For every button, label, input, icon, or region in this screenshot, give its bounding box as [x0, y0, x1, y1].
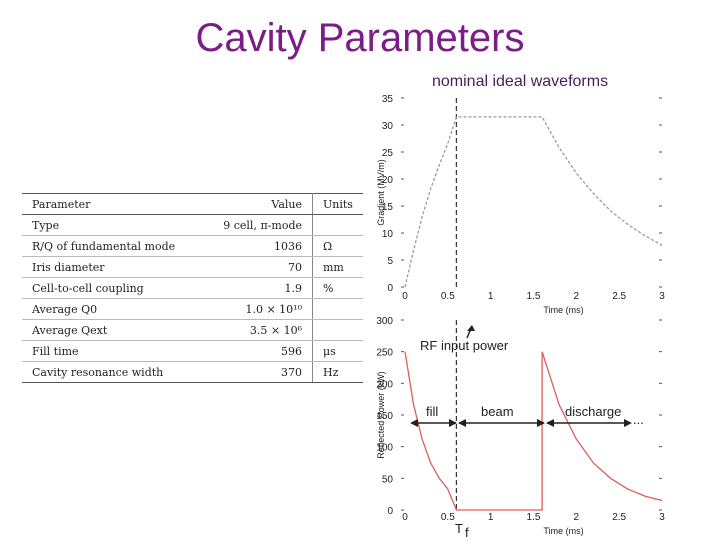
- cell-value: 1036: [212, 235, 313, 257]
- gradient-chart: 0 5 10 15 20 25 30 35 0 0.5 1 1.5 2 2.5 3 Time (ms) Grad…: [376, 94, 665, 315]
- reflected-power-xtick-label: 2.5: [612, 512, 626, 523]
- gradient-ytick-label: 0: [387, 283, 393, 294]
- cell-value: 1.9: [212, 277, 313, 299]
- gradient-xtick-label: 1.5: [527, 291, 541, 302]
- gradient-ytick-label: 20: [382, 175, 394, 186]
- cavity-parameters-table: Parameter Value Units Type 9 cell, π-mode…: [22, 193, 363, 383]
- reflected-power-xtick-label: 2: [574, 512, 580, 523]
- ellipsis-label: ...: [633, 412, 644, 427]
- table-row: Cavity resonance width 370 Hz: [22, 361, 363, 383]
- discharge-right-arrow-icon: [624, 419, 632, 427]
- cell-parameter: R/Q of fundamental mode: [22, 235, 212, 257]
- reflected-power-series-line: [404, 351, 663, 511]
- cell-unit: [312, 319, 363, 341]
- gradient-xlabel: Time (ms): [543, 305, 583, 315]
- table-row: Type 9 cell, π-mode: [22, 214, 363, 236]
- gradient-xtick-label: 2.5: [612, 291, 626, 302]
- cell-parameter: Fill time: [22, 340, 212, 362]
- discharge-label: discharge: [565, 404, 621, 419]
- tf-subscript: f: [465, 525, 469, 540]
- gradient-ylabel: Gradient (MV/m): [376, 159, 386, 226]
- reflected-power-ytick-label: 300: [376, 316, 393, 327]
- table-row: R/Q of fundamental mode 1036 Ω: [22, 235, 363, 257]
- table-row: Iris diameter 70 mm: [22, 256, 363, 278]
- annotations: RF input power fill beam discharge ... T…: [410, 325, 644, 540]
- reflected-power-xtick-label: 1.5: [527, 512, 541, 523]
- cell-parameter: Cavity resonance width: [22, 361, 212, 383]
- rf-arrow-head-icon: [467, 325, 475, 331]
- table-row: Cell-to-cell coupling 1.9%: [22, 277, 363, 299]
- gradient-ytick-label: 30: [382, 121, 394, 132]
- cell-unit: mm: [312, 256, 363, 278]
- cell-parameter: Average Qext: [22, 319, 212, 341]
- reflected-power-ytick-label: 150: [376, 411, 393, 422]
- reflected-power-ytick-label: 200: [376, 379, 393, 390]
- cell-parameter: Average Q0: [22, 298, 212, 320]
- table-row: Average Q0 1.0 × 10¹⁰: [22, 298, 363, 320]
- gradient-ytick-label: 5: [387, 256, 393, 267]
- beam-right-arrow-icon: [537, 419, 545, 427]
- reflected-power-xtick-label: 3: [659, 512, 665, 523]
- cell-unit: %: [312, 277, 363, 299]
- reflected-power-ytick-label: 250: [376, 348, 393, 359]
- rf-input-power-label: RF input power: [420, 338, 509, 353]
- reflected-power-xlabel: Time (ms): [543, 526, 583, 536]
- cell-parameter: Iris diameter: [22, 256, 212, 278]
- discharge-left-arrow-icon: [546, 419, 554, 427]
- cell-value: 370: [212, 361, 313, 383]
- gradient-ytick-label: 35: [382, 94, 394, 105]
- table-row: Fill time 596 μs: [22, 340, 363, 362]
- cell-unit: [312, 298, 363, 320]
- cell-parameter: Cell-to-cell coupling: [22, 277, 212, 299]
- cell-value: 9 cell, π-mode: [212, 214, 313, 236]
- tf-label: T: [455, 521, 463, 536]
- slide-subtitle: nominal ideal waveforms: [432, 73, 609, 90]
- reflected-power-ytick-label: 50: [382, 474, 394, 485]
- gradient-ytick-label: 10: [382, 229, 394, 240]
- cell-value: 3.5 × 10⁶: [212, 319, 313, 341]
- beam-label: beam: [481, 404, 514, 419]
- fill-label: fill: [426, 404, 438, 419]
- reflected-power-xtick-label: 1: [488, 512, 494, 523]
- gradient-xtick-label: 0.5: [441, 291, 455, 302]
- reflected-power-ylabel: Reflected Power (kW): [376, 371, 386, 459]
- header-value: Value: [212, 193, 313, 215]
- table-header-row: Parameter Value Units: [22, 193, 363, 215]
- gradient-ytick-label: 15: [382, 202, 394, 213]
- reflected-power-xtick-label: 0.5: [441, 512, 455, 523]
- gradient-ytick-label: 25: [382, 148, 394, 159]
- reflected-power-ytick-label: 0: [387, 506, 393, 517]
- slide-title: Cavity Parameters: [195, 16, 525, 60]
- cell-value: 1.0 × 10¹⁰: [212, 298, 313, 320]
- cell-unit: Hz: [312, 361, 363, 383]
- cell-unit: [312, 214, 363, 236]
- gradient-xtick-label: 2: [574, 291, 580, 302]
- beam-left-arrow-icon: [458, 419, 466, 427]
- cell-value: 70: [212, 256, 313, 278]
- cell-unit: μs: [312, 340, 363, 362]
- table-row: Average Qext 3.5 × 10⁶: [22, 319, 363, 341]
- fill-left-arrow-icon: [410, 419, 418, 427]
- reflected-power-xtick-label: 0: [402, 512, 408, 523]
- cell-parameter: Type: [22, 214, 212, 236]
- cell-value: 596: [212, 340, 313, 362]
- reflected-power-chart: 0 50 100 150 200 250 300 0 0.5 1 1.5 2 2.5 3 Time (ms)…: [376, 316, 665, 536]
- gradient-xtick-label: 1: [488, 291, 494, 302]
- gradient-xtick-label: 0: [402, 291, 408, 302]
- gradient-series-line: [404, 116, 663, 288]
- gradient-xtick-label: 3: [659, 291, 665, 302]
- reflected-power-ytick-label: 100: [376, 443, 393, 454]
- fill-right-arrow-icon: [449, 419, 457, 427]
- header-parameter: Parameter: [22, 193, 212, 215]
- cell-unit: Ω: [312, 235, 363, 257]
- header-units: Units: [312, 193, 363, 215]
